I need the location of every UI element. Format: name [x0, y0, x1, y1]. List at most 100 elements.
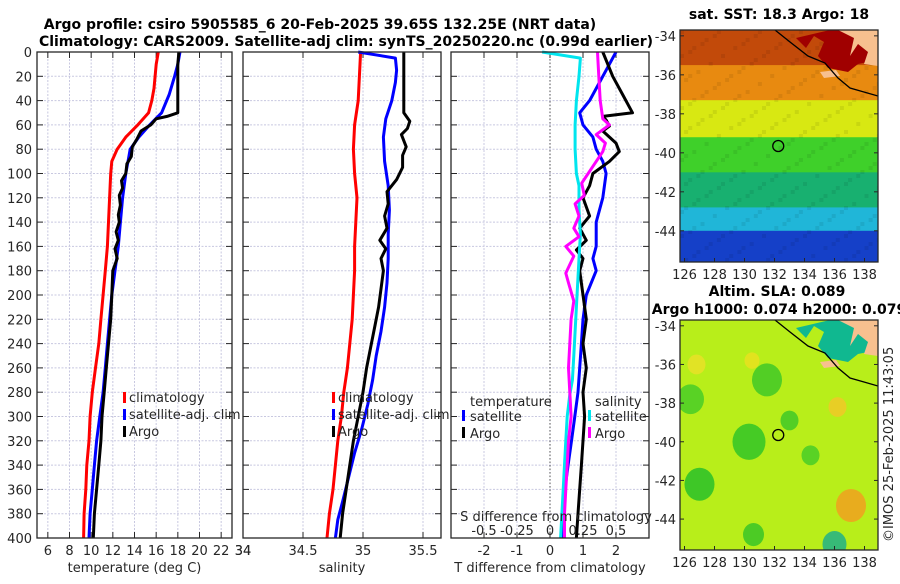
x-tick-label: 6: [44, 544, 52, 559]
sst-pixel: [688, 230, 693, 234]
sst-pixel: [831, 242, 836, 246]
sla-blob: [684, 467, 715, 501]
sst-pixel: [692, 202, 697, 206]
sst-pixel: [696, 250, 701, 254]
sst-pixel: [749, 114, 754, 118]
legend-label: climatology: [129, 391, 205, 406]
sst-pixel: [700, 118, 705, 122]
sst-pixel: [757, 134, 762, 138]
legend-header-temperature: temperature: [470, 395, 552, 410]
sst-pixel: [680, 158, 684, 162]
sst-pixel: [786, 38, 791, 42]
sst-pixel: [753, 58, 758, 62]
sst-pixel: [864, 142, 869, 146]
legend-label: Argo: [595, 427, 625, 442]
sst-pixel: [827, 114, 832, 118]
sst-pixel: [811, 254, 816, 258]
sst-pixel: [749, 190, 754, 194]
sst-pixel: [733, 202, 738, 206]
sst-band: [680, 100, 878, 139]
sst-pixel: [856, 250, 861, 254]
sst-pixel: [852, 98, 857, 102]
y-tick-label: 120: [7, 192, 32, 207]
y-tick-label: 80: [15, 143, 32, 158]
sst-pixel: [766, 206, 771, 210]
sst-pixel: [770, 126, 775, 130]
legend-swatch: [123, 409, 126, 420]
y-tick-label: -34: [655, 320, 676, 335]
x-tick-label: 34: [235, 544, 252, 559]
sst-pixel: [844, 78, 848, 82]
sla-blob: [732, 423, 766, 460]
shelf-contour: [774, 30, 878, 97]
x-tick-label: 130: [732, 556, 757, 571]
series-line-argo: [91, 51, 181, 539]
argo-location-marker: [772, 139, 785, 153]
sst-pixel: [712, 34, 717, 38]
sst-pixel: [811, 202, 816, 206]
y-tick-label: 60: [15, 119, 32, 134]
sst-pixel: [680, 54, 684, 58]
sst-pixel: [692, 254, 697, 258]
sla-blob: [743, 522, 764, 547]
series-line-satellite-adj-clim: [333, 50, 399, 539]
sst-pixel: [725, 206, 730, 210]
sst-pixel: [745, 194, 750, 198]
legend-label: Argo: [129, 425, 159, 440]
sla-blob: [687, 354, 706, 375]
sst-pixel: [774, 46, 779, 50]
sst-pixel: [757, 186, 762, 190]
legend-swatch: [332, 409, 335, 420]
map-content: [680, 320, 878, 550]
sst-pixel: [794, 186, 799, 190]
sst-pixel: [839, 210, 844, 214]
legend-label: Argo: [470, 427, 500, 442]
sst-pixel: [798, 30, 803, 34]
sst-pixel: [860, 170, 865, 174]
sst-pixel: [798, 82, 803, 86]
sst-pixel: [848, 154, 853, 158]
x-tick-label: 130: [732, 268, 757, 283]
sst-pixel: [868, 218, 873, 222]
sst-pixel: [721, 234, 725, 238]
sst-pixel: [786, 114, 791, 118]
sst-pixel: [684, 206, 689, 210]
y-tick-label: -40: [655, 147, 676, 162]
legend-swatch: [332, 392, 335, 403]
sst-pixel: [844, 182, 848, 186]
sst-pixel: [684, 258, 689, 262]
plot-frame: [36, 51, 233, 539]
series-line-climatology: [325, 51, 363, 539]
sla-blob: [780, 410, 799, 431]
x-axis-label: salinity: [319, 561, 366, 576]
y-tick-label: -42: [655, 474, 676, 489]
x-axis-label: T difference from climatology: [453, 561, 646, 576]
sst-pixel: [729, 230, 734, 234]
sst-pixel: [741, 42, 746, 46]
sst-pixel: [856, 226, 861, 230]
sst-pixel: [762, 54, 766, 58]
sst-pixel: [815, 226, 820, 230]
sst-pixel: [688, 178, 693, 182]
sst-pixel: [852, 254, 857, 258]
sst-pixel: [778, 146, 783, 150]
sst-pixel: [757, 30, 762, 34]
sst-pixel: [815, 174, 820, 178]
sst-pixel: [704, 38, 709, 42]
figure-title-line2: Climatology: CARS2009. Satellite-adj cli…: [39, 34, 653, 50]
sst-pixel: [725, 78, 730, 82]
y-tick-label: 0: [24, 46, 32, 61]
sst-pixel: [684, 130, 689, 134]
x-tick-label: 1: [579, 544, 587, 559]
sst-pixel: [680, 210, 684, 214]
x-tick-label: 138: [852, 268, 877, 283]
sst-pixel: [737, 250, 742, 254]
y-tick-label: -36: [655, 358, 676, 373]
sst-pixel: [872, 162, 877, 166]
sst-pixel: [864, 246, 869, 250]
sst-pixel: [721, 182, 725, 186]
sst-pixel: [753, 34, 758, 38]
x-tick-label: 134: [792, 268, 817, 283]
s-tick-label: -0.25: [500, 524, 534, 539]
